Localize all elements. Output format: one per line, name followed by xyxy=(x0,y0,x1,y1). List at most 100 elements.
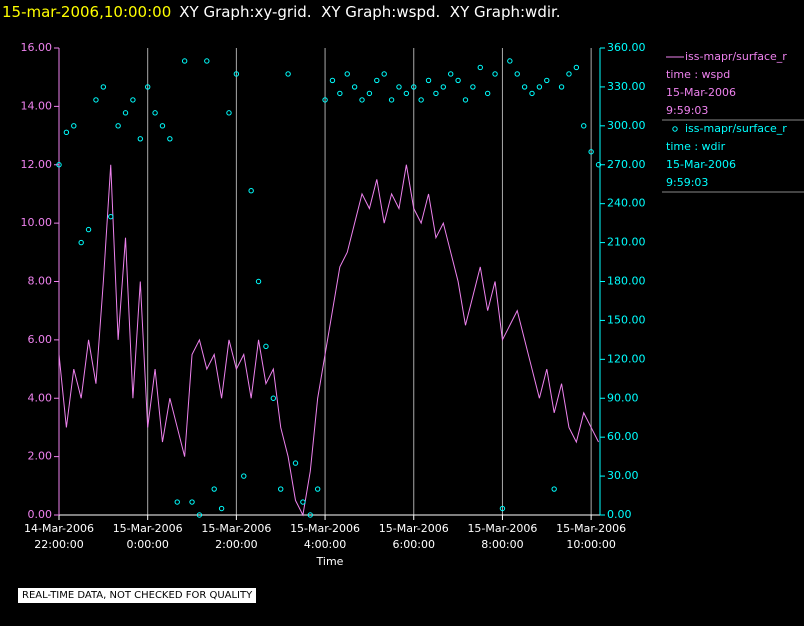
data-point xyxy=(63,129,70,136)
data-point xyxy=(477,64,483,71)
data-point xyxy=(300,499,306,505)
data-point xyxy=(152,110,158,116)
data-point xyxy=(470,84,476,90)
legend-detail: 15-Mar-2006 xyxy=(666,158,736,171)
data-point xyxy=(529,90,535,97)
data-point xyxy=(418,97,424,103)
data-point xyxy=(366,90,373,97)
data-point xyxy=(484,90,491,97)
y2-tick-label: 330.00 xyxy=(607,80,646,93)
data-point xyxy=(595,162,602,168)
data-point xyxy=(218,505,225,512)
data-point xyxy=(374,77,380,84)
data-point xyxy=(108,213,114,220)
data-point xyxy=(381,71,387,77)
data-point xyxy=(411,84,417,90)
data-point xyxy=(588,149,594,155)
data-point xyxy=(425,77,432,84)
data-point xyxy=(226,110,232,116)
y2-tick-label: 60.00 xyxy=(607,430,639,443)
legend-detail: 9:59:03 xyxy=(666,176,708,189)
legend-entry: iss-mapr/surface_r xyxy=(685,50,787,63)
legend-detail: time : wdir xyxy=(666,140,726,153)
legend-detail: time : wspd xyxy=(666,68,730,81)
data-point xyxy=(521,84,528,90)
data-point xyxy=(181,58,188,64)
data-point xyxy=(581,123,587,129)
y-tick-label: 8.00 xyxy=(28,275,53,288)
x-tick-label: 15-Mar-2006 0:00:00 xyxy=(112,522,183,551)
data-point xyxy=(344,71,350,77)
data-point xyxy=(396,84,402,90)
data-point xyxy=(233,71,240,77)
data-point xyxy=(558,84,565,90)
y2-tick-label: 30.00 xyxy=(607,469,639,482)
y-tick-label: 2.00 xyxy=(28,450,53,463)
y-tick-label: 6.00 xyxy=(28,333,53,346)
data-point xyxy=(78,239,84,246)
data-point xyxy=(241,473,247,479)
data-point xyxy=(211,486,217,492)
data-point xyxy=(115,123,121,129)
y-tick-label: 14.00 xyxy=(21,99,53,112)
data-point xyxy=(492,71,498,77)
data-point xyxy=(322,97,328,103)
data-point xyxy=(196,512,203,518)
y2-tick-label: 120.00 xyxy=(607,352,646,365)
data-line xyxy=(58,164,599,517)
y-tick-label: 0.00 xyxy=(28,508,53,521)
data-point xyxy=(100,84,107,90)
y2-tick-label: 0.00 xyxy=(607,508,632,521)
data-point xyxy=(440,84,447,90)
y2-tick-label: 210.00 xyxy=(607,236,646,249)
data-point xyxy=(122,110,129,116)
y2-tick-label: 360.00 xyxy=(607,41,646,54)
y2-tick-label: 270.00 xyxy=(607,158,646,171)
y-tick-label: 4.00 xyxy=(28,391,53,404)
x-tick-label: 15-Mar-2006 6:00:00 xyxy=(378,522,449,551)
data-point xyxy=(56,162,62,168)
x-tick-label: 15-Mar-2006 10:00:00 xyxy=(556,522,627,551)
data-point xyxy=(573,64,580,71)
x-tick-label: 15-Mar-2006 4:00:00 xyxy=(290,522,361,551)
data-point xyxy=(255,278,262,285)
data-point xyxy=(499,505,506,512)
y2-tick-label: 300.00 xyxy=(607,119,646,132)
data-point xyxy=(204,58,210,64)
y2-tick-label: 150.00 xyxy=(607,313,646,326)
y-tick-label: 12.00 xyxy=(21,158,53,171)
data-point xyxy=(455,77,461,84)
data-point xyxy=(307,512,313,518)
data-point xyxy=(514,71,520,77)
x-tick-label: 14-Mar-2006 22:00:00 xyxy=(24,522,94,551)
data-point xyxy=(159,123,166,129)
legend-detail: 9:59:03 xyxy=(666,104,708,117)
data-point xyxy=(314,486,321,492)
data-point xyxy=(507,58,513,64)
y-tick-label: 16.00 xyxy=(21,41,53,54)
data-point xyxy=(270,395,277,401)
data-point xyxy=(248,187,254,194)
data-point xyxy=(403,90,410,97)
data-point xyxy=(71,123,77,129)
legend-entry: iss-mapr/surface_r xyxy=(685,122,787,135)
data-point xyxy=(167,136,173,142)
data-point xyxy=(566,71,572,77)
data-point xyxy=(292,460,299,466)
y-tick-label: 10.00 xyxy=(21,216,53,229)
legend-marker xyxy=(672,126,678,132)
data-point xyxy=(448,71,454,77)
data-point xyxy=(337,90,343,97)
data-point xyxy=(144,84,151,90)
data-point xyxy=(544,77,550,84)
data-point xyxy=(130,97,136,103)
x-axis-label: Time xyxy=(316,555,344,568)
chart-title: 15-mar-2006,10:00:00 XY Graph:xy-grid. XY… xyxy=(2,3,561,21)
x-tick-label: 15-Mar-2006 2:00:00 xyxy=(201,522,272,551)
data-point xyxy=(85,226,92,233)
title-time: 15-mar-2006,10:00:00 xyxy=(2,3,171,21)
data-point xyxy=(462,97,469,103)
data-point xyxy=(137,136,143,142)
data-point xyxy=(536,84,543,90)
